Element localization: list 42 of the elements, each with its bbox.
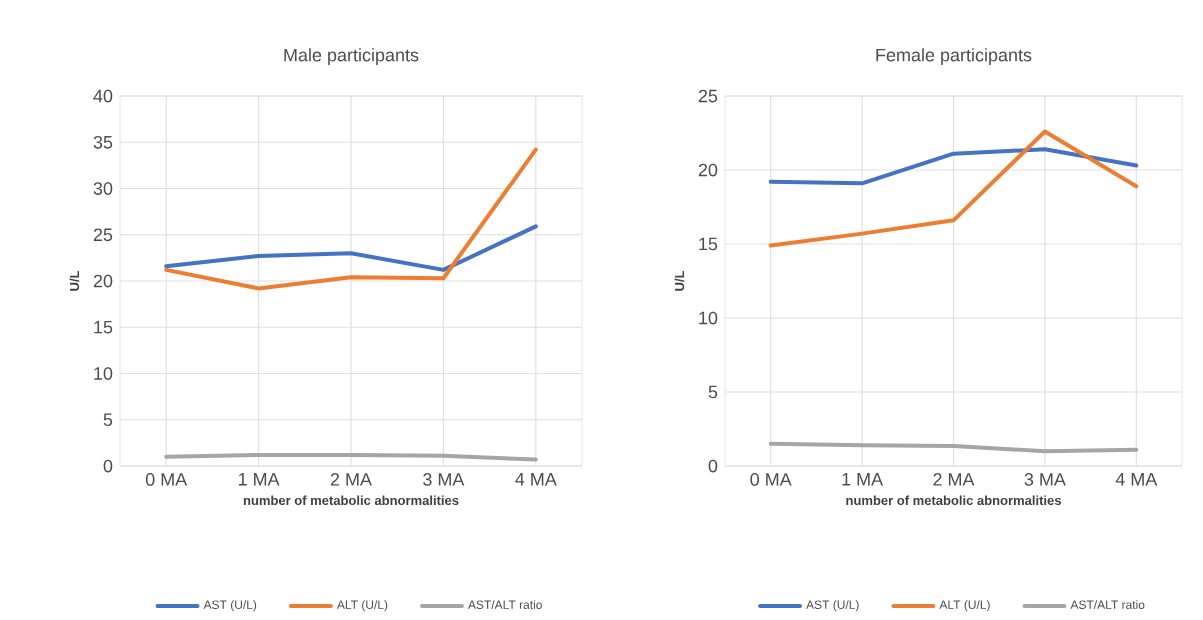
y-tick-label: 40 [93,89,113,103]
y-tick-label: 15 [94,321,113,334]
legend-label: AST/ALT ratio [1070,600,1145,610]
y-tick-label: 25 [93,228,113,242]
y-tick-label: 20 [698,163,718,177]
y-tick-label: 20 [93,274,113,288]
x-tick-label: 1 MA [842,473,884,486]
y-tick-label: 30 [93,182,113,195]
y-axis-title: U/L [674,271,685,291]
line-series [768,129,1139,248]
x-tick-label: 3 MA [423,473,465,486]
x-tick-label: 2 MA [330,473,372,486]
line-series [164,224,538,272]
x-axis-title: number of metabolic abnormalities [846,495,1061,506]
x-tick-label: 2 MA [933,473,975,486]
line-series [768,441,1139,454]
legend-label: ALT (U/L) [336,600,388,612]
legend-label: AST (U/L) [203,600,257,612]
legend-label: ALT (U/L) [939,600,990,612]
y-tick-label: 10 [699,311,718,325]
y-tick-label: 25 [698,89,718,103]
line-series [768,147,1139,186]
legend-label: AST (U/L) [806,600,859,612]
chart-title: Female participants [876,48,1032,66]
y-axis-title: U/L [69,271,80,291]
line-series [164,147,538,291]
x-tick-label: 0 MA [145,473,188,486]
x-tick-label: 0 MA [750,473,792,486]
y-tick-label: 10 [94,367,113,380]
x-tick-label: 3 MA [1024,473,1066,486]
y-tick-label: 0 [708,459,718,473]
x-tick-label: 4 MA [515,473,557,486]
y-tick-label: 0 [103,459,113,473]
x-axis-title: number of metabolic abnormalities [243,495,459,506]
legend-label: AST/ALT ratio [468,600,542,610]
y-tick-label: 5 [708,385,718,399]
y-tick-label: 15 [699,237,718,251]
x-tick-label: 4 MA [1115,473,1158,486]
y-tick-label: 5 [103,413,113,427]
y-tick-label: 35 [93,135,113,149]
chart-title: Male participants [284,48,419,66]
x-tick-label: 1 MA [238,473,280,486]
